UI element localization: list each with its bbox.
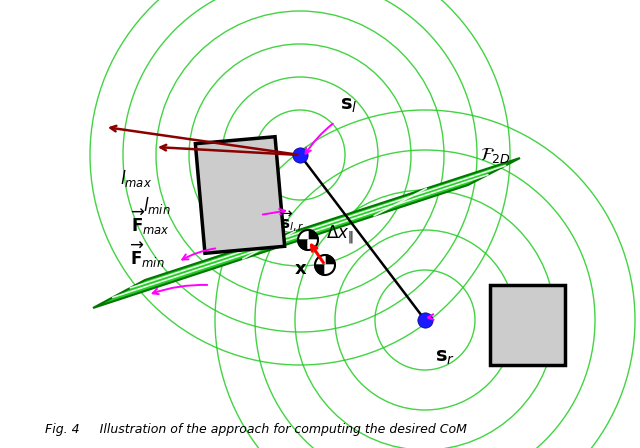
Text: $\mathbf{x}$: $\mathbf{x}$ [294, 260, 307, 278]
Polygon shape [325, 265, 335, 275]
Text: Fig. 4     Illustration of the approach for computing the desired CoM: Fig. 4 Illustration of the approach for … [45, 423, 467, 436]
Polygon shape [308, 230, 318, 240]
Polygon shape [195, 137, 285, 253]
Text: $l_{min}$: $l_{min}$ [143, 194, 171, 215]
Text: $\mathbf{s}_r$: $\mathbf{s}_r$ [435, 348, 455, 367]
Text: $l_{max}$: $l_{max}$ [120, 168, 152, 189]
Polygon shape [298, 230, 308, 240]
Polygon shape [298, 240, 308, 250]
Polygon shape [325, 255, 335, 265]
Polygon shape [308, 240, 318, 250]
Text: $\overrightarrow{\mathbf{s}}_{l,r}$: $\overrightarrow{\mathbf{s}}_{l,r}$ [280, 210, 305, 234]
Polygon shape [93, 158, 520, 308]
Text: $\overrightarrow{\mathbf{F}}_{max}$: $\overrightarrow{\mathbf{F}}_{max}$ [131, 207, 170, 237]
Polygon shape [315, 265, 325, 275]
Text: $\Delta x_{\|}$: $\Delta x_{\|}$ [326, 224, 353, 246]
Bar [490, 285, 565, 365]
Text: $\mathcal{F}_{2D}$: $\mathcal{F}_{2D}$ [480, 146, 511, 164]
Text: $\overrightarrow{\mathbf{F}}_{min}$: $\overrightarrow{\mathbf{F}}_{min}$ [131, 241, 165, 270]
Polygon shape [315, 255, 325, 265]
Text: $\mathbf{s}_l$: $\mathbf{s}_l$ [340, 96, 358, 115]
